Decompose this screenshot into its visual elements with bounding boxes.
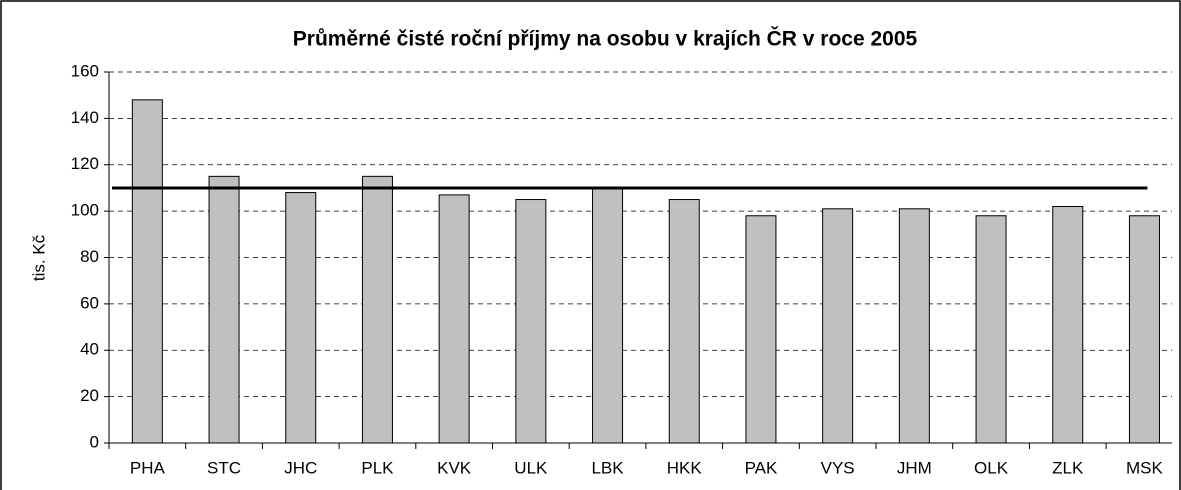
x-tick-label: PAK [745,458,778,477]
bar [975,215,1007,444]
x-tick-label: HKK [667,458,703,477]
x-tick-label: VYS [821,458,855,477]
y-tick-label: 40 [80,340,99,359]
bar [515,199,547,444]
bar [1128,215,1160,444]
bar [361,175,393,444]
bar [822,208,854,444]
bar [668,199,700,444]
x-tick-label: PHA [130,458,166,477]
y-axis-label: tis. Kč [29,234,48,281]
bar [438,194,470,444]
x-tick-label: MSK [1126,458,1164,477]
bar [898,208,930,444]
y-tick-label: 120 [71,154,99,173]
y-tick-label: 0 [90,432,99,451]
y-tick-label: 160 [71,61,99,80]
x-tick-label: PLK [361,458,394,477]
y-tick-label: 100 [71,201,99,220]
x-tick-label: ZLK [1052,458,1084,477]
x-tick-label: OLK [974,458,1009,477]
bar [592,187,624,444]
x-tick-label: LBK [591,458,624,477]
y-tick-label: 60 [80,293,99,312]
y-tick-label: 140 [71,108,99,127]
bar [745,215,777,444]
x-tick-label: STC [207,458,241,477]
bar [285,192,317,444]
chart-title: Průměrné čisté roční příjmy na osobu v k… [293,27,918,51]
y-tick-label: 20 [80,386,99,405]
bar [208,175,240,444]
x-tick-label: ULK [514,458,548,477]
bar [131,99,163,444]
x-tick-label: JHC [284,458,317,477]
x-tick-label: JHM [897,458,932,477]
x-tick-label: KVK [437,458,472,477]
y-tick-label: 80 [80,247,99,266]
bar [1052,205,1084,444]
